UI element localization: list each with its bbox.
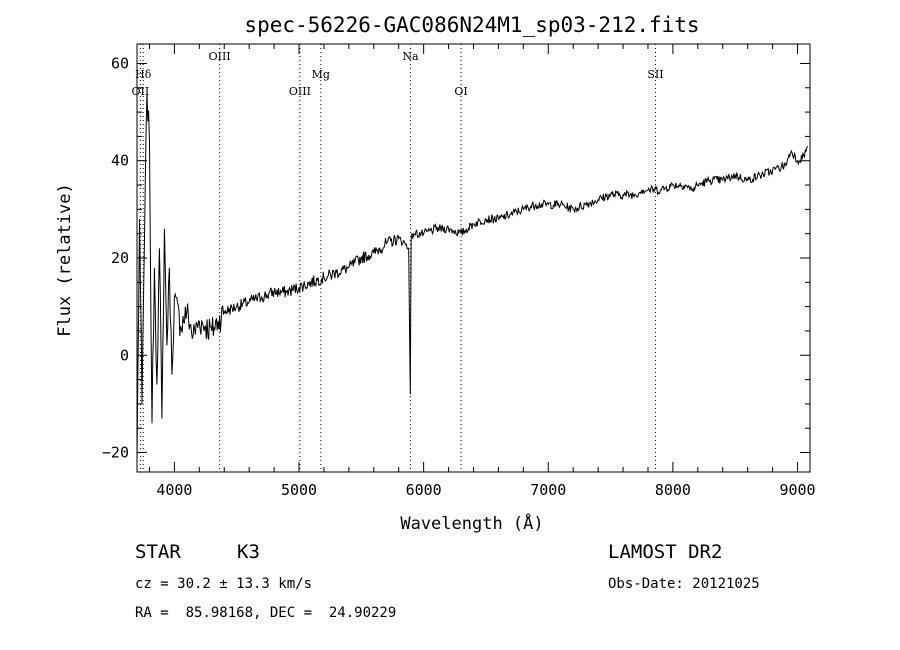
- object-subclass: K3: [237, 541, 260, 563]
- y-tick-label: 60: [111, 54, 129, 72]
- spectral-line-label: OIII: [289, 85, 311, 98]
- coordinates-text: RA = 85.98168, DEC = 24.90229: [135, 605, 397, 621]
- obs-date-text: Obs-Date: 20121025: [608, 576, 760, 592]
- spectral-line-label: OIII: [209, 50, 231, 63]
- spectrum-series-line: [136, 92, 808, 463]
- y-tick-label: 40: [111, 152, 129, 170]
- x-axis-label: Wavelength (Å): [400, 512, 543, 534]
- y-tick-label: −20: [102, 444, 129, 462]
- spectral-line-label: SII: [647, 68, 663, 81]
- x-tick-label: 9000: [779, 481, 815, 499]
- x-tick-label: 4000: [156, 481, 192, 499]
- series-layer: [136, 92, 808, 463]
- y-axis-label: Flux (relative): [55, 183, 75, 337]
- y-tick-label: 0: [120, 346, 129, 364]
- spectral-line-label: Mg: [312, 68, 330, 81]
- redshift-text: cz = 30.2 ± 13.3 km/s: [135, 576, 313, 592]
- plot-frame: [136, 43, 811, 473]
- spectral-line-label: Na: [402, 50, 419, 63]
- chart-title: spec-56226-GAC086N24M1_sp03-212.fits: [244, 13, 699, 37]
- y-tick-label: 20: [111, 249, 129, 267]
- x-tick-label: 7000: [530, 481, 566, 499]
- spectral-line-label: OII: [132, 85, 150, 98]
- spectral-line-label: OI: [454, 85, 467, 98]
- spectral-line-label: Hδ: [135, 68, 152, 81]
- object-class: STAR: [135, 541, 181, 563]
- ticks-layer: 4000 5000 6000 7000 8000 9000 −20 0 20 40 60: [102, 44, 816, 499]
- x-tick-label: 6000: [406, 481, 442, 499]
- x-tick-label: 5000: [281, 481, 317, 499]
- x-tick-label: 8000: [655, 481, 691, 499]
- survey-name: LAMOST DR2: [608, 541, 723, 563]
- plot-frame-layer: [136, 43, 811, 473]
